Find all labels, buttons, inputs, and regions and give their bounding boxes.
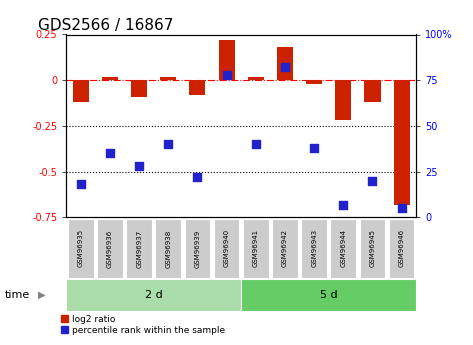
Text: GSM96939: GSM96939: [194, 229, 201, 267]
Text: GSM96944: GSM96944: [340, 229, 346, 267]
Bar: [248, 77, 264, 80]
Legend: log2 ratio, percentile rank within the sample: log2 ratio, percentile rank within the s…: [61, 315, 225, 335]
FancyBboxPatch shape: [272, 219, 298, 278]
FancyBboxPatch shape: [243, 219, 269, 278]
Text: GSM96935: GSM96935: [78, 229, 84, 267]
Text: time: time: [5, 290, 30, 300]
Bar: [394, 80, 410, 205]
Point: [165, 141, 172, 147]
Text: 5 d: 5 d: [320, 290, 338, 300]
Text: GSM96942: GSM96942: [282, 229, 288, 267]
Bar: [335, 80, 351, 120]
Bar: [190, 80, 205, 95]
Text: GSM96943: GSM96943: [311, 229, 317, 267]
Point: [340, 202, 347, 207]
FancyBboxPatch shape: [331, 219, 356, 278]
Bar: [73, 80, 89, 102]
Text: 2 d: 2 d: [145, 290, 163, 300]
Text: GSM96938: GSM96938: [165, 229, 171, 267]
FancyBboxPatch shape: [241, 279, 416, 311]
FancyBboxPatch shape: [156, 219, 181, 278]
FancyBboxPatch shape: [301, 219, 327, 278]
Point: [77, 182, 85, 187]
Text: GSM96937: GSM96937: [136, 229, 142, 267]
Bar: [277, 47, 293, 80]
Bar: [102, 77, 118, 80]
FancyBboxPatch shape: [66, 279, 241, 311]
Point: [223, 72, 230, 78]
Text: GSM96946: GSM96946: [399, 229, 405, 267]
Text: GSM96936: GSM96936: [107, 229, 113, 267]
Text: GSM96945: GSM96945: [369, 229, 376, 267]
Point: [106, 150, 114, 156]
Point: [310, 145, 318, 151]
Bar: [131, 80, 147, 97]
FancyBboxPatch shape: [214, 219, 239, 278]
Point: [398, 205, 405, 211]
Text: GSM96940: GSM96940: [224, 229, 230, 267]
Text: GSM96941: GSM96941: [253, 229, 259, 267]
Point: [252, 141, 260, 147]
Point: [194, 174, 201, 180]
Point: [135, 164, 143, 169]
FancyBboxPatch shape: [68, 219, 94, 278]
FancyBboxPatch shape: [359, 219, 385, 278]
FancyBboxPatch shape: [126, 219, 152, 278]
Bar: [306, 80, 322, 84]
FancyBboxPatch shape: [97, 219, 123, 278]
Text: ▶: ▶: [38, 290, 45, 300]
Bar: [219, 40, 235, 80]
Bar: [365, 80, 380, 102]
Text: GDS2566 / 16867: GDS2566 / 16867: [38, 18, 174, 33]
Point: [369, 178, 377, 184]
Point: [281, 65, 289, 70]
Bar: [160, 77, 176, 80]
FancyBboxPatch shape: [389, 219, 414, 278]
FancyBboxPatch shape: [184, 219, 210, 278]
